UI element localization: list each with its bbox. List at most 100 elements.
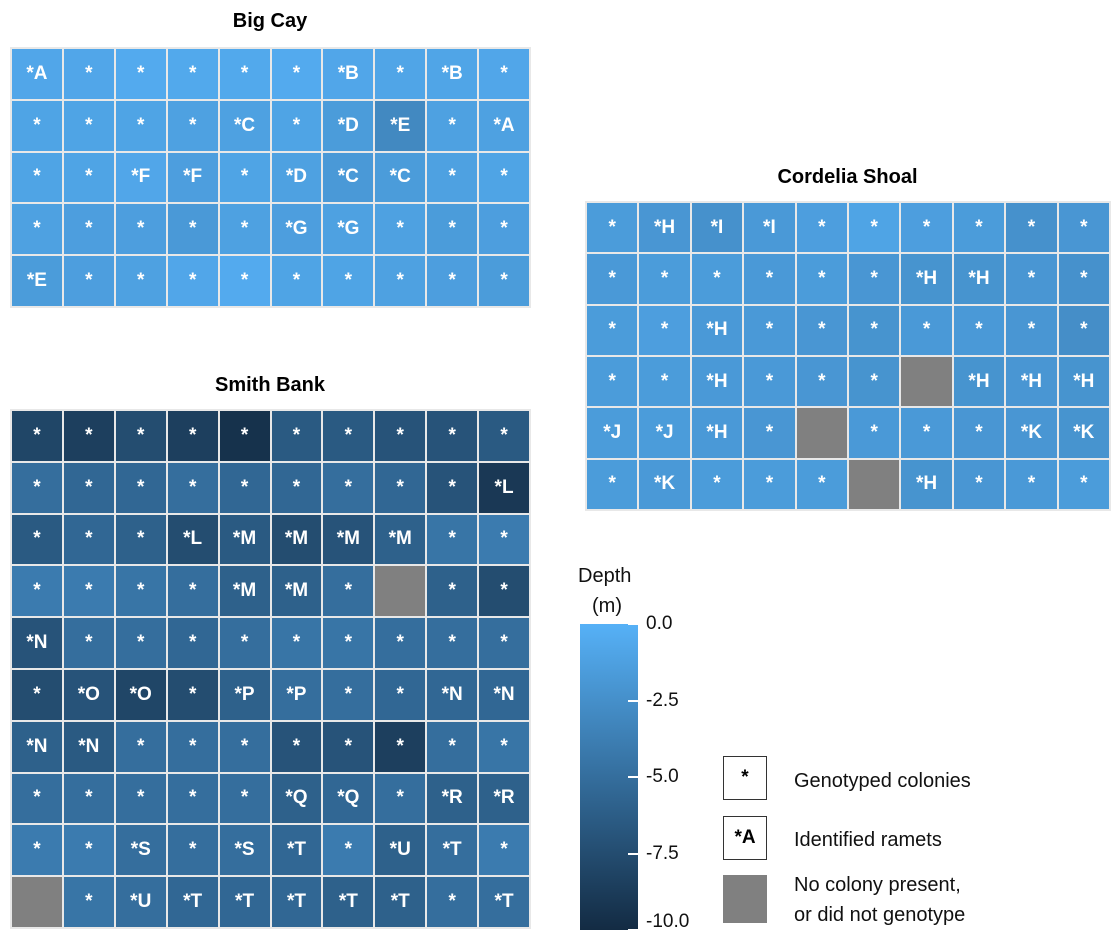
heatmap-cell-big-cay: *: [11, 151, 63, 204]
colorbar-tick-mark: [628, 699, 638, 702]
heatmap-cell-cordelia-shoal: *J: [586, 407, 639, 459]
heatmap-cell-smith-bank: *: [322, 410, 375, 462]
heatmap-cell-cordelia-shoal: *: [900, 304, 953, 356]
heatmap-cell-cordelia-shoal: *: [1005, 202, 1058, 254]
heatmap-cell-big-cay: *C: [374, 151, 427, 204]
heatmap-cell-big-cay: *F: [114, 151, 167, 204]
heatmap-cell-big-cay: *: [270, 99, 323, 152]
heatmap-cell-smith-bank: *T: [426, 824, 479, 877]
heatmap-cell-smith-bank: *: [166, 617, 219, 669]
heatmap-cell-big-cay: *G: [270, 203, 323, 256]
heatmap-cell-cordelia-shoal: *: [1005, 458, 1058, 510]
heatmap-cell-smith-bank: *S: [218, 824, 271, 877]
heatmap-cell-smith-bank: *: [218, 410, 271, 462]
heatmap-cell-cordelia-shoal: *: [743, 407, 796, 459]
heatmap-cell-big-cay: *: [426, 255, 479, 307]
heatmap-cell-big-cay: *: [426, 151, 479, 204]
heatmap-cell-big-cay: *F: [166, 151, 219, 204]
heatmap-cell-cordelia-shoal: *: [638, 304, 691, 356]
heatmap-cell-smith-bank: *: [374, 668, 427, 721]
heatmap-cell-big-cay: *: [62, 255, 115, 307]
heatmap-cell-smith-bank: *: [114, 772, 167, 825]
heatmap-cell-smith-bank: *: [374, 461, 427, 514]
colorbar-title-line2: (m): [592, 595, 622, 617]
heatmap-cell-cordelia-shoal: *: [952, 202, 1006, 254]
heatmap-cell-smith-bank: *: [218, 461, 271, 514]
heatmap-cell-cordelia-shoal: *K: [638, 458, 691, 510]
heatmap-cell-smith-bank: *: [218, 617, 271, 669]
heatmap-cell-smith-bank: *: [478, 410, 530, 462]
heatmap-cell-cordelia-shoal: *: [848, 407, 901, 459]
heatmap-cell-big-cay: *: [166, 203, 219, 256]
heatmap-cell-smith-bank: *: [114, 720, 167, 773]
heatmap-cell-smith-bank: *M: [218, 513, 271, 566]
heatmap-cell-cordelia-shoal: *: [690, 253, 744, 305]
heatmap-cell-smith-bank: *: [11, 461, 63, 514]
heatmap-cell-cordelia-shoal: *I: [690, 202, 744, 254]
panel-title-big-cay: Big Cay: [232, 10, 308, 32]
heatmap-cell-smith-bank: *: [62, 513, 115, 566]
key-nodata-swatch: [723, 875, 767, 923]
heatmap-cell-big-cay: *: [166, 99, 219, 152]
heatmap-cell-smith-bank: *: [478, 617, 530, 669]
heatmap-cell-cordelia-shoal: *: [848, 304, 901, 356]
heatmap-cell-smith-bank: *: [166, 720, 219, 773]
heatmap-cell-cordelia-shoal: *: [848, 355, 901, 408]
heatmap-cell-cordelia-shoal: *: [1057, 458, 1110, 510]
heatmap-cordelia-shoal: * *H *I *I * * * * * * * * * * * * *H *H * * * * *H * * * * * * * * * *H…: [585, 201, 1111, 511]
heatmap-cell-smith-bank: *: [114, 617, 167, 669]
heatmap-cell-big-cay: *: [218, 48, 271, 100]
heatmap-cell-cordelia-shoal: *: [690, 458, 744, 510]
heatmap-cell-smith-bank: *: [166, 410, 219, 462]
heatmap-cell-cordelia-shoal: *: [795, 458, 848, 510]
heatmap-cell-smith-bank: *: [62, 410, 115, 462]
heatmap-cell-smith-bank: *: [11, 668, 63, 721]
heatmap-cell-smith-bank: *T: [374, 876, 427, 928]
colorbar-tick-label: 0.0: [646, 613, 673, 634]
heatmap-cell-smith-bank: *: [478, 720, 530, 773]
heatmap-cell-smith-bank: *: [322, 461, 375, 514]
heatmap-cell-smith-bank: *: [62, 565, 115, 618]
heatmap-cell-smith-bank: *: [322, 617, 375, 669]
heatmap-cell-big-cay: *: [374, 48, 427, 100]
heatmap-cell-big-cay: *: [374, 255, 427, 307]
heatmap-cell-cordelia-shoal: *: [586, 458, 639, 510]
heatmap-cell-cordelia-shoal: *: [795, 355, 848, 408]
heatmap-cell-smith-bank: *: [62, 772, 115, 825]
heatmap-cell-cordelia-shoal: *: [952, 304, 1006, 356]
heatmap-cell-smith-bank: *M: [270, 513, 323, 566]
heatmap-cell-big-cay: *: [218, 203, 271, 256]
heatmap-cell-big-cay: *: [218, 255, 271, 307]
heatmap-cell-smith-bank: *: [374, 720, 427, 773]
key-genotyped-label: Genotyped colonies: [794, 770, 971, 792]
heatmap-cell-big-cay: *: [426, 99, 479, 152]
heatmap-cell-smith-bank: *: [166, 824, 219, 877]
heatmap-cell-big-cay: *: [62, 203, 115, 256]
heatmap-cell-big-cay: *: [114, 99, 167, 152]
heatmap-cell-cordelia-shoal: *H: [1057, 355, 1110, 408]
heatmap-cell-cordelia-shoal: *: [743, 458, 796, 510]
heatmap-cell-smith-bank: *L: [166, 513, 219, 566]
heatmap-cell-smith-bank: *: [218, 772, 271, 825]
heatmap-cell-big-cay: *: [270, 48, 323, 100]
colorbar-tick-mark: [628, 852, 638, 855]
heatmap-cell-smith-bank: *O: [62, 668, 115, 721]
heatmap-cell-smith-bank: *: [114, 461, 167, 514]
heatmap-cell-smith-bank: *: [218, 720, 271, 773]
heatmap-cell-smith-bank: *: [478, 513, 530, 566]
heatmap-cell-big-cay: *: [62, 48, 115, 100]
heatmap-cell-smith-bank: *T: [478, 876, 530, 928]
heatmap-cell-cordelia-shoal: *H: [690, 355, 744, 408]
heatmap-cell-smith-bank: *P: [218, 668, 271, 721]
heatmap-cell-smith-bank: *: [166, 461, 219, 514]
heatmap-cell-big-cay: *E: [374, 99, 427, 152]
heatmap-cell-smith-bank: *: [374, 772, 427, 825]
heatmap-cell-smith-bank: *N: [62, 720, 115, 773]
heatmap-cell-big-cay: *: [478, 48, 530, 100]
heatmap-cell-smith-bank: *Q: [322, 772, 375, 825]
heatmap-cell-cordelia-shoal: *J: [638, 407, 691, 459]
heatmap-cell-big-cay: *G: [322, 203, 375, 256]
heatmap-cell-smith-bank: *: [426, 565, 479, 618]
heatmap-cell-big-cay: *D: [270, 151, 323, 204]
heatmap-cell-smith-bank: *T: [322, 876, 375, 928]
